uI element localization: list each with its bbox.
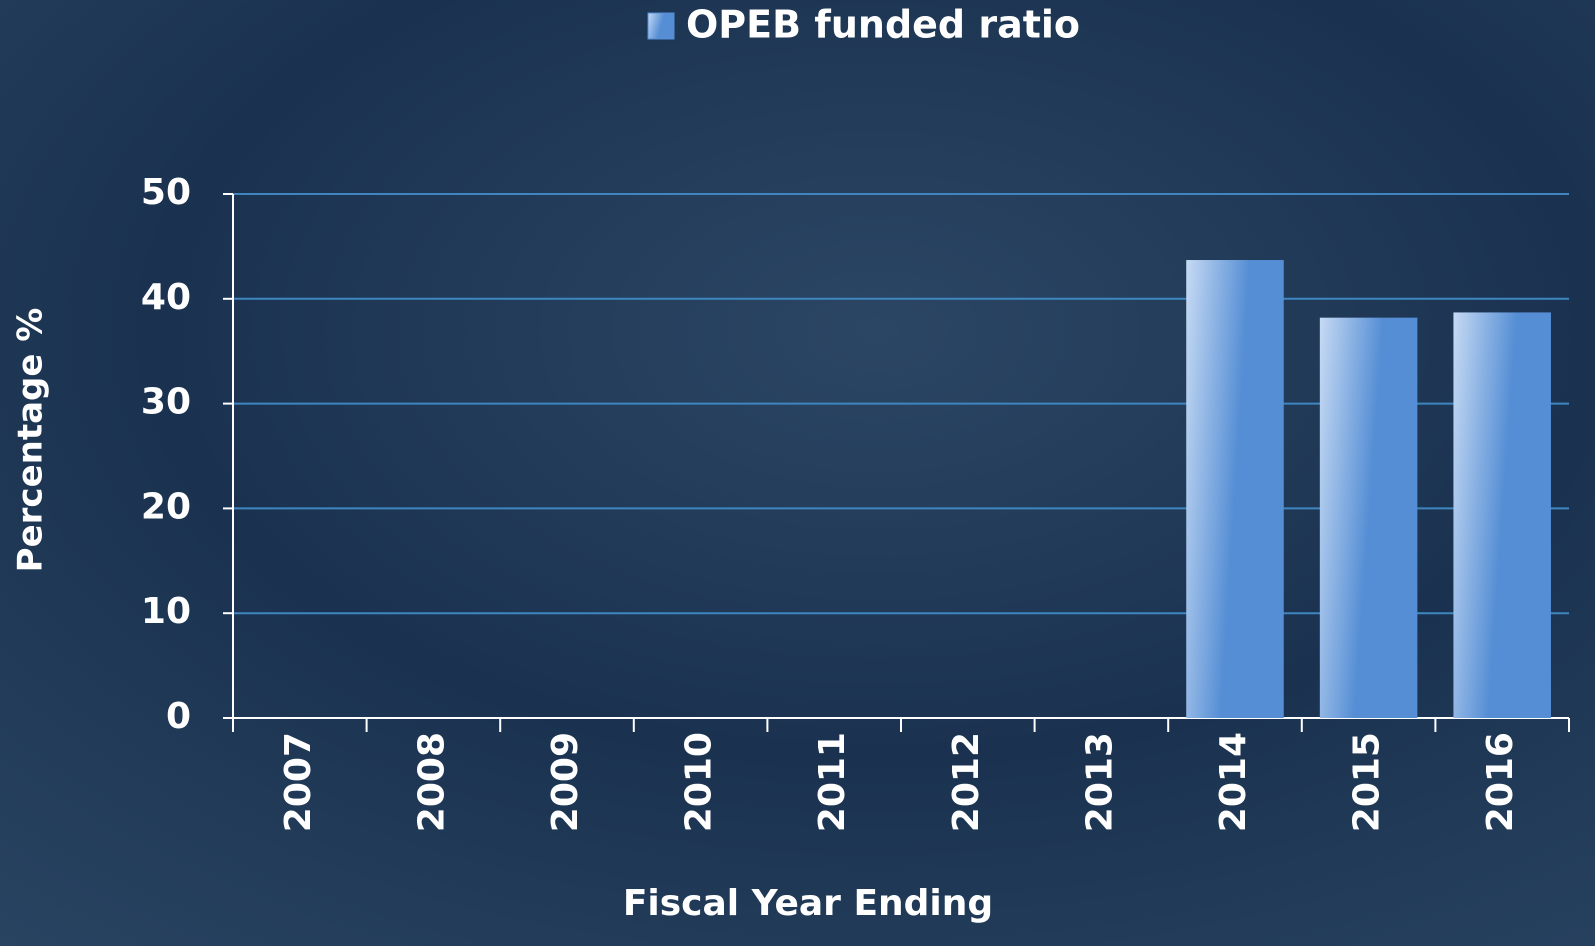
legend: OPEB funded ratio bbox=[647, 3, 1080, 47]
bar bbox=[1453, 312, 1551, 718]
x-tick-label: 2007 bbox=[278, 732, 319, 832]
x-tick-label: 2014 bbox=[1213, 732, 1254, 832]
y-tick-label: 10 bbox=[141, 591, 191, 632]
y-tick-label: 20 bbox=[141, 486, 191, 527]
bar bbox=[1186, 260, 1284, 718]
x-tick-label: 2011 bbox=[812, 732, 853, 832]
y-axis-label: Percentage % bbox=[11, 308, 51, 573]
x-axis-label: Fiscal Year Ending bbox=[623, 883, 993, 924]
legend-swatch bbox=[647, 12, 675, 40]
x-tick-label: 2010 bbox=[679, 732, 720, 832]
x-tick-label: 2013 bbox=[1079, 732, 1120, 832]
y-tick-label: 40 bbox=[141, 277, 191, 318]
bar bbox=[1319, 317, 1418, 718]
y-tick-label: 50 bbox=[141, 172, 191, 213]
y-tick-label: 30 bbox=[141, 382, 191, 423]
x-tick-label: 2009 bbox=[545, 732, 586, 832]
x-tick-label: 2016 bbox=[1480, 732, 1521, 832]
legend-label: OPEB funded ratio bbox=[686, 3, 1080, 47]
x-tick-label: 2008 bbox=[411, 732, 452, 832]
x-tick-label: 2012 bbox=[946, 732, 987, 832]
y-tick-label: 0 bbox=[166, 696, 191, 737]
x-tick-label: 2015 bbox=[1347, 732, 1388, 832]
